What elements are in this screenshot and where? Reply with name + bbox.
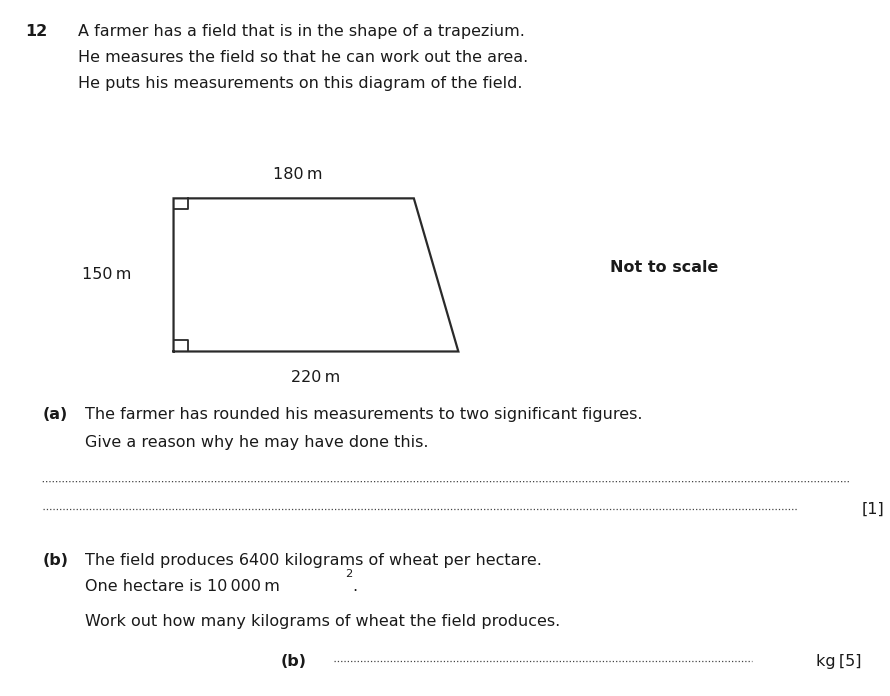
Text: kg [5]: kg [5]: [816, 654, 862, 669]
Text: Not to scale: Not to scale: [610, 260, 718, 276]
Text: The field produces 6400 kilograms of wheat per hectare.: The field produces 6400 kilograms of whe…: [85, 553, 542, 569]
Text: [1]: [1]: [862, 502, 885, 517]
Text: (a): (a): [43, 407, 68, 422]
Text: Give a reason why he may have done this.: Give a reason why he may have done this.: [85, 435, 428, 450]
Text: (b): (b): [43, 553, 69, 569]
Text: He measures the field so that he can work out the area.: He measures the field so that he can wor…: [78, 50, 529, 65]
Text: (b): (b): [281, 654, 307, 669]
Text: 12: 12: [25, 24, 47, 40]
Text: He puts his measurements on this diagram of the field.: He puts his measurements on this diagram…: [78, 76, 522, 91]
Text: 150 m: 150 m: [83, 267, 132, 283]
Text: .: .: [352, 579, 358, 594]
Text: One hectare is 10 000 m: One hectare is 10 000 m: [85, 579, 280, 594]
Text: 2: 2: [345, 569, 352, 579]
Text: A farmer has a field that is in the shape of a trapezium.: A farmer has a field that is in the shap…: [78, 24, 525, 40]
Text: 220 m: 220 m: [291, 370, 341, 386]
Text: The farmer has rounded his measurements to two significant figures.: The farmer has rounded his measurements …: [85, 407, 643, 422]
Text: 180 m: 180 m: [273, 167, 323, 182]
Text: Work out how many kilograms of wheat the field produces.: Work out how many kilograms of wheat the…: [85, 614, 560, 629]
